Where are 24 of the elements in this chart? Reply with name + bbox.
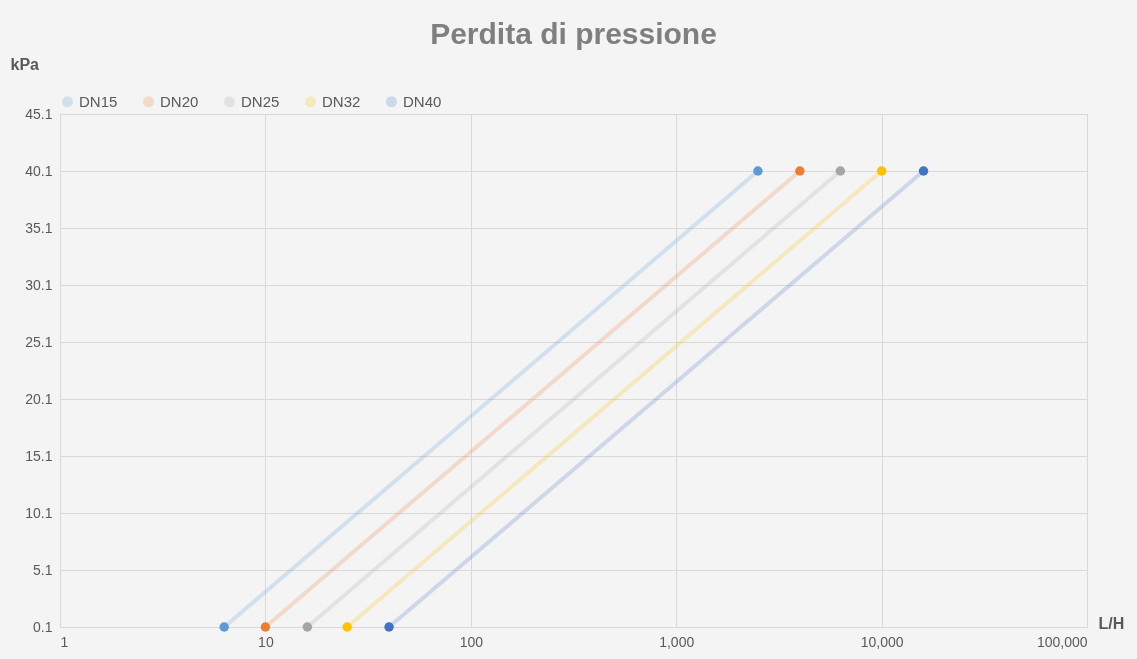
legend-label: DN15	[79, 92, 118, 110]
y-tick-label: 20.1	[25, 390, 53, 407]
y-axis-title: kPa	[10, 55, 40, 73]
x-tick-label: 100	[459, 633, 484, 650]
y-tick-label: 45.1	[25, 105, 53, 122]
y-tick-label: 15.1	[25, 447, 53, 464]
y-tick-label: 5.1	[33, 561, 53, 578]
x-tick-label: 10	[258, 633, 274, 650]
legend-label: DN25	[241, 92, 280, 110]
y-tick-label: 40.1	[25, 162, 53, 179]
x-axis-title: L/H	[1098, 614, 1125, 632]
y-tick-label: 35.1	[25, 219, 53, 236]
x-tick-label: 1,000	[659, 633, 695, 650]
legend-label: DN40	[403, 92, 442, 110]
legend-label: DN20	[160, 92, 199, 110]
y-tick-label: 10.1	[25, 504, 53, 521]
chart-title: Perdita di pressione	[430, 17, 717, 50]
y-tick-label: 25.1	[25, 333, 53, 350]
y-tick-label: 0.1	[33, 618, 53, 635]
x-tick-label: 10,000	[860, 633, 904, 650]
legend-label: DN32	[322, 92, 361, 110]
x-tick-label: 100,000	[1036, 633, 1088, 650]
x-tick-label: 1	[60, 633, 69, 650]
y-tick-label: 30.1	[25, 276, 53, 293]
